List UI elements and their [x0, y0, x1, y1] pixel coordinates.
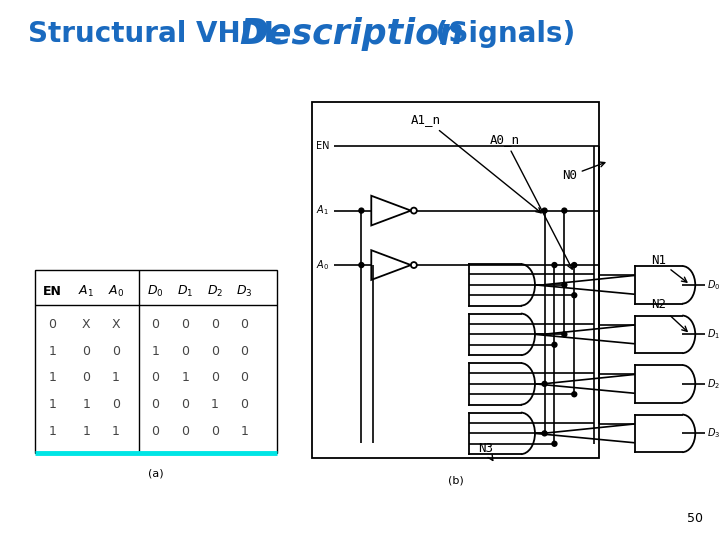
Text: $D_2$: $D_2$	[207, 284, 223, 299]
Text: 0: 0	[211, 345, 219, 357]
Text: Description: Description	[240, 17, 464, 51]
Text: $D_3$: $D_3$	[707, 427, 720, 440]
Text: 0: 0	[240, 345, 248, 357]
Text: 0: 0	[112, 345, 120, 357]
Bar	[312, 102, 599, 458]
Text: 0: 0	[112, 398, 120, 411]
Circle shape	[562, 332, 567, 337]
Text: 1: 1	[181, 372, 189, 384]
Text: $D_1$: $D_1$	[707, 327, 720, 341]
Text: 0: 0	[211, 318, 219, 331]
Circle shape	[552, 262, 557, 267]
Circle shape	[542, 381, 547, 386]
Text: (b): (b)	[448, 476, 463, 486]
Text: $D_1$: $D_1$	[177, 284, 194, 299]
Text: 0: 0	[82, 372, 90, 384]
Text: A1_n: A1_n	[410, 113, 541, 213]
Circle shape	[542, 208, 547, 213]
Text: 0: 0	[240, 318, 248, 331]
Circle shape	[542, 431, 547, 436]
Circle shape	[562, 208, 567, 213]
Text: 1: 1	[48, 398, 56, 411]
Text: 0: 0	[151, 318, 159, 331]
Text: 0: 0	[151, 398, 159, 411]
Bar	[35, 270, 277, 453]
Text: $A_1$: $A_1$	[316, 204, 328, 218]
Circle shape	[572, 392, 577, 397]
Text: $D_0$: $D_0$	[707, 278, 720, 292]
Text: N3: N3	[477, 442, 492, 461]
Text: X: X	[82, 318, 91, 331]
Text: $D_3$: $D_3$	[236, 284, 253, 299]
Text: 0: 0	[240, 398, 248, 411]
Circle shape	[552, 342, 557, 347]
Circle shape	[552, 441, 557, 446]
Text: 1: 1	[112, 372, 120, 384]
Text: $A_1$: $A_1$	[78, 284, 94, 299]
Text: 1: 1	[48, 425, 56, 438]
Circle shape	[572, 262, 577, 267]
Text: 0: 0	[181, 345, 189, 357]
Text: 0: 0	[151, 372, 159, 384]
Text: 0: 0	[240, 372, 248, 384]
Text: EN: EN	[43, 285, 62, 298]
Text: N0: N0	[562, 162, 605, 183]
Text: 1: 1	[82, 398, 90, 411]
Text: 1: 1	[48, 345, 56, 357]
Text: Structural VHDL: Structural VHDL	[28, 21, 291, 49]
Text: 0: 0	[48, 318, 56, 331]
Text: $A_0$: $A_0$	[108, 284, 124, 299]
Text: 0: 0	[82, 345, 90, 357]
Text: 1: 1	[240, 425, 248, 438]
Text: 0: 0	[211, 425, 219, 438]
Text: 1: 1	[48, 372, 56, 384]
Text: 0: 0	[181, 425, 189, 438]
Text: $D_2$: $D_2$	[707, 377, 720, 391]
Text: 0: 0	[151, 425, 159, 438]
Text: A0_n: A0_n	[490, 133, 572, 269]
Text: $D_0$: $D_0$	[147, 284, 163, 299]
Text: N1: N1	[651, 254, 687, 282]
Text: (Signals): (Signals)	[426, 21, 575, 49]
Text: EN: EN	[316, 141, 329, 151]
Text: $A_0$: $A_0$	[316, 258, 329, 272]
Circle shape	[572, 293, 577, 298]
Text: 0: 0	[181, 398, 189, 411]
Circle shape	[359, 208, 364, 213]
Text: 0: 0	[211, 372, 219, 384]
Text: N2: N2	[651, 298, 687, 332]
Text: 0: 0	[181, 318, 189, 331]
Text: 1: 1	[112, 425, 120, 438]
Text: 1: 1	[211, 398, 219, 411]
Text: 50: 50	[687, 512, 703, 525]
Text: X: X	[112, 318, 120, 331]
Circle shape	[562, 282, 567, 287]
Text: (a): (a)	[148, 468, 163, 478]
Text: 1: 1	[82, 425, 90, 438]
Circle shape	[359, 262, 364, 267]
Text: 1: 1	[151, 345, 159, 357]
